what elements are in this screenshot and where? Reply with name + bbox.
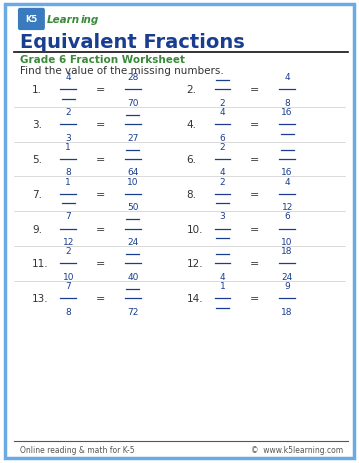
- Text: 28: 28: [127, 73, 139, 82]
- Text: Find the value of the missing numbers.: Find the value of the missing numbers.: [20, 65, 224, 75]
- Text: 3: 3: [220, 212, 225, 221]
- Text: 3: 3: [65, 133, 71, 142]
- Text: 2: 2: [220, 99, 225, 107]
- Text: 9.: 9.: [32, 224, 42, 234]
- Text: =: =: [250, 120, 260, 130]
- Text: ing: ing: [81, 15, 99, 25]
- Text: 2.: 2.: [187, 85, 197, 95]
- Text: 72: 72: [127, 307, 139, 316]
- Text: 7.: 7.: [32, 189, 42, 200]
- Text: =: =: [96, 85, 105, 95]
- Text: 11.: 11.: [32, 259, 49, 269]
- Text: 8: 8: [65, 168, 71, 177]
- Text: 27: 27: [127, 133, 139, 142]
- Text: 10: 10: [127, 177, 139, 186]
- Text: 16: 16: [281, 168, 293, 177]
- Text: K5: K5: [25, 15, 38, 25]
- Text: Online reading & math for K-5: Online reading & math for K-5: [20, 444, 134, 454]
- Text: 12.: 12.: [187, 259, 203, 269]
- Text: 13.: 13.: [32, 294, 49, 304]
- Text: 16: 16: [281, 108, 293, 117]
- Text: 1.: 1.: [32, 85, 42, 95]
- Text: 6: 6: [220, 133, 225, 142]
- Text: =: =: [96, 294, 105, 304]
- Text: 6: 6: [284, 212, 290, 221]
- Text: 5.: 5.: [32, 155, 42, 165]
- Text: 4: 4: [65, 73, 71, 82]
- Text: 40: 40: [127, 272, 139, 281]
- Text: =: =: [250, 85, 260, 95]
- Text: 10.: 10.: [187, 224, 203, 234]
- Text: 64: 64: [127, 168, 139, 177]
- Text: Equivalent Fractions: Equivalent Fractions: [20, 33, 244, 52]
- Text: =: =: [96, 259, 105, 269]
- Text: ©  www.k5learning.com: © www.k5learning.com: [251, 444, 343, 454]
- Text: 9: 9: [284, 282, 290, 290]
- Text: =: =: [250, 189, 260, 200]
- Text: 10: 10: [62, 272, 74, 281]
- Text: 2: 2: [65, 108, 71, 117]
- Text: 8: 8: [284, 99, 290, 107]
- Text: 1: 1: [65, 143, 71, 151]
- Text: =: =: [250, 155, 260, 165]
- Text: 12: 12: [281, 203, 293, 212]
- Text: 1: 1: [65, 177, 71, 186]
- Text: 4: 4: [284, 177, 290, 186]
- Text: 10: 10: [281, 238, 293, 246]
- Text: 50: 50: [127, 203, 139, 212]
- Text: 4: 4: [284, 73, 290, 82]
- Text: 7: 7: [65, 282, 71, 290]
- Text: =: =: [250, 259, 260, 269]
- Text: Grade 6 Fraction Worksheet: Grade 6 Fraction Worksheet: [20, 55, 185, 65]
- Text: 2: 2: [220, 143, 225, 151]
- FancyBboxPatch shape: [18, 9, 45, 31]
- Text: =: =: [250, 224, 260, 234]
- Text: 8: 8: [65, 307, 71, 316]
- FancyBboxPatch shape: [5, 5, 354, 458]
- Text: 18: 18: [281, 307, 293, 316]
- Text: 6.: 6.: [187, 155, 197, 165]
- Text: =: =: [96, 120, 105, 130]
- Text: 4: 4: [220, 168, 225, 177]
- Text: 8.: 8.: [187, 189, 197, 200]
- Text: =: =: [96, 189, 105, 200]
- Text: 4: 4: [220, 272, 225, 281]
- Text: 24: 24: [281, 272, 293, 281]
- Text: 12: 12: [62, 238, 74, 246]
- Text: 2: 2: [65, 247, 71, 256]
- Text: 24: 24: [127, 238, 139, 246]
- Text: 4.: 4.: [187, 120, 197, 130]
- Text: 4: 4: [220, 108, 225, 117]
- Text: 14.: 14.: [187, 294, 203, 304]
- Text: =: =: [250, 294, 260, 304]
- Text: 3.: 3.: [32, 120, 42, 130]
- Text: 2: 2: [220, 177, 225, 186]
- Text: 1: 1: [220, 282, 225, 290]
- Text: 7: 7: [65, 212, 71, 221]
- Text: Learn: Learn: [47, 15, 80, 25]
- Text: 70: 70: [127, 99, 139, 107]
- Text: =: =: [96, 155, 105, 165]
- Text: 18: 18: [281, 247, 293, 256]
- Text: =: =: [96, 224, 105, 234]
